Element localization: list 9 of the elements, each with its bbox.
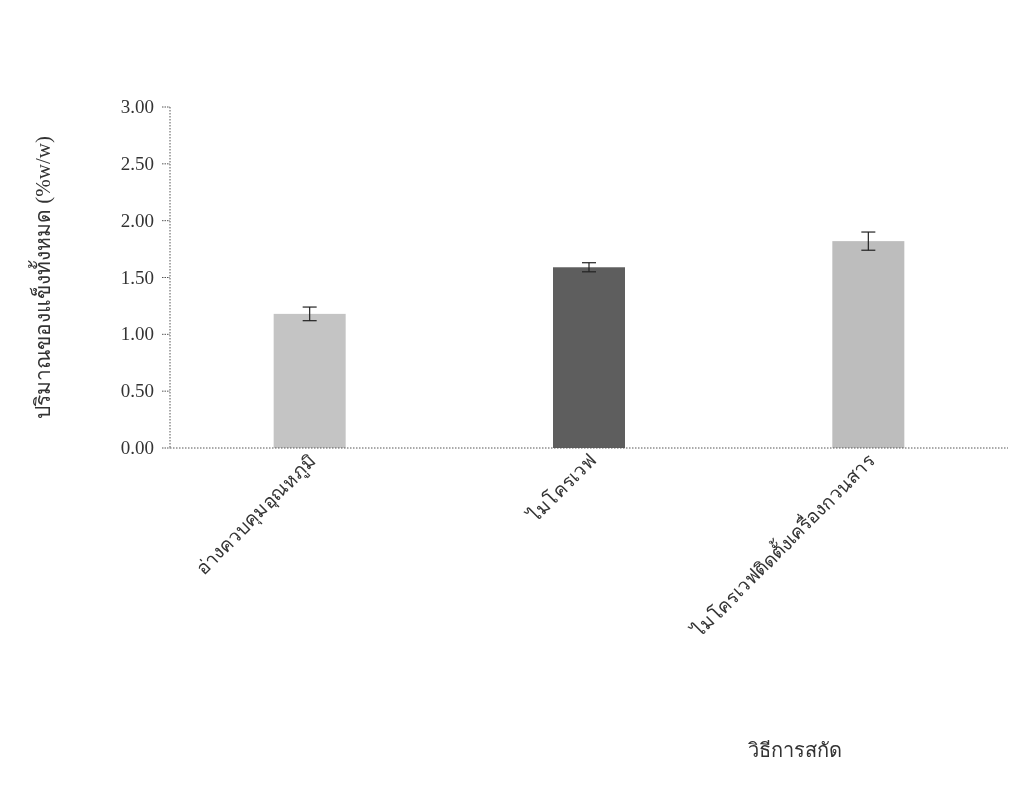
y-tick-label: 2.00	[120, 209, 154, 231]
y-tick-label: 1.50	[120, 266, 154, 288]
x-axis-title: วิธีการสกัด	[748, 739, 842, 761]
y-tick-label: 0.50	[120, 380, 154, 402]
y-tick-label: 2.50	[120, 152, 154, 174]
y-tick-label: 3.00	[120, 96, 154, 117]
y-axis-title: ปริมาณของแข็งทั้งหมด (%w/w)	[28, 136, 55, 419]
y-tick-label: 1.00	[120, 323, 154, 345]
y-tick-label: 0.00	[120, 437, 154, 458]
